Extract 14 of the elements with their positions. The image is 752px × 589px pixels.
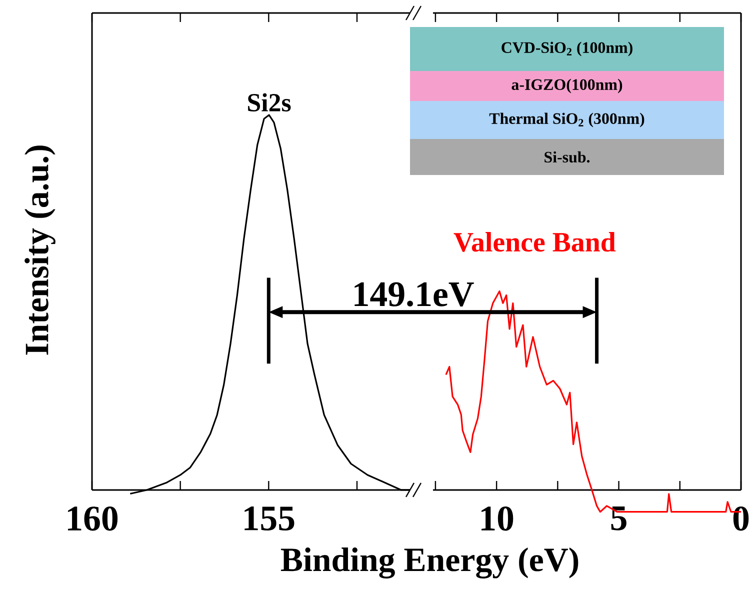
- x-tick-label: 5: [611, 506, 626, 530]
- text: CVD-SiO$_{2}$ (100nm): [502, 42, 632, 56]
- text: Thermal SiO$_{2}$ (300nm): [489, 112, 644, 128]
- x-axis-title: Binding Energy (eV): [280, 548, 578, 578]
- annotation: 149.1eV: [354, 282, 474, 307]
- x-tick-label: 10: [482, 506, 514, 531]
- text: Valence Band: [454, 232, 616, 252]
- y-axis-title: Intensity (a.u.): [24, 146, 56, 355]
- series-label: Si2s: [248, 93, 291, 112]
- text: Si-sub.: [544, 151, 590, 163]
- x-tick-label: 160: [68, 506, 118, 531]
- text: a-IGZO(100nm): [512, 78, 622, 94]
- x-tick-label: 0: [733, 506, 749, 531]
- x-tick-label: 155: [244, 506, 294, 531]
